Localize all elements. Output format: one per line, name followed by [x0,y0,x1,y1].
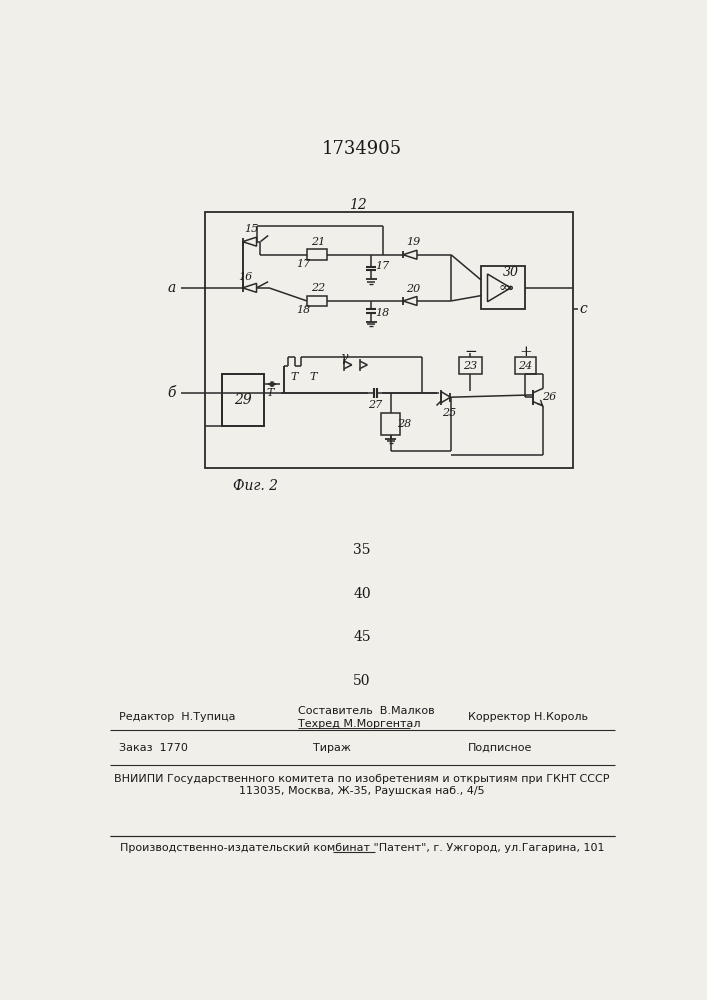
Bar [381,413,400,435]
Text: 20: 20 [406,284,420,294]
Text: 45: 45 [353,630,370,644]
Text: 28: 28 [397,419,411,429]
Text: 19: 19 [406,237,420,247]
Text: 18: 18 [375,308,390,318]
Text: 23: 23 [463,361,477,371]
Text: 50: 50 [354,674,370,688]
Text: 26: 26 [542,392,556,402]
Text: 40: 40 [353,587,370,601]
Text: c: c [579,302,587,316]
Text: Редактор  Н.Тупица: Редактор Н.Тупица [119,712,236,722]
Text: 16: 16 [238,272,252,282]
Text: б: б [168,386,176,400]
Text: Заказ  1770: Заказ 1770 [119,743,188,753]
Text: 113035, Москва, Ж-35, Раушская наб., 4/5: 113035, Москва, Ж-35, Раушская наб., 4/5 [239,786,485,796]
Bar [222,374,264,426]
Text: Корректор Н.Король: Корректор Н.Король [468,712,588,722]
Text: ∞: ∞ [499,281,510,295]
Text: 22: 22 [311,283,326,293]
Bar [204,212,573,468]
Text: Техред М.Моргентал: Техред М.Моргентал [298,719,420,729]
Text: a: a [168,281,176,295]
Text: 27: 27 [368,400,382,410]
Text: T: T [310,372,317,382]
Text: Составитель  В.Малков: Составитель В.Малков [298,706,434,716]
Bar [459,357,482,374]
Text: −: − [464,345,477,359]
Text: 25: 25 [442,408,456,418]
Text: ВНИИПИ Государственного комитета по изобретениям и открытиям при ГКНТ СССР: ВНИИПИ Государственного комитета по изоб… [115,774,609,784]
Text: Фиг. 2: Фиг. 2 [233,479,278,493]
Text: 12: 12 [349,198,367,212]
Text: 29: 29 [234,393,252,407]
Text: Подписное: Подписное [468,743,532,753]
Bar [515,357,537,374]
Text: T: T [291,372,298,382]
Bar [307,296,327,306]
Text: Производственно-издательский комбинат "Патент", г. Ужгород, ул.Гагарина, 101: Производственно-издательский комбинат "П… [119,843,604,853]
Text: 24: 24 [518,361,532,371]
Text: 15: 15 [244,224,258,234]
Text: 35: 35 [354,543,370,557]
Text: +: + [519,345,532,359]
Text: 18: 18 [296,305,310,315]
Bar [307,249,327,260]
Text: 1734905: 1734905 [322,140,402,158]
Text: Тираж: Тираж [313,743,351,753]
Text: 21: 21 [311,237,326,247]
Text: γ: γ [340,351,348,364]
Bar [481,266,525,309]
Text: T: T [267,388,274,398]
Text: 30: 30 [503,266,519,279]
Text: 17: 17 [375,261,390,271]
Text: 17: 17 [296,259,310,269]
